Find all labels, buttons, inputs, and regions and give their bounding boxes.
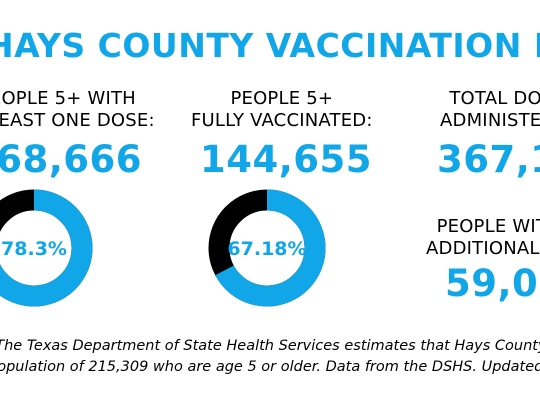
total-doses-label-line2: ADMINISTERED: <box>440 110 540 131</box>
fully-vaccinated-donut: 67.18% <box>208 189 326 307</box>
fully-vaccinated-label: PEOPLE 5+ FULLY VACCINATED: <box>191 88 373 132</box>
fully-vaccinated-value: 144,655 <box>200 138 373 181</box>
footnote-line1: *The Texas Department of State Health Se… <box>0 338 540 354</box>
additional-dose-value: 59,016 <box>445 262 540 305</box>
additional-dose-label: PEOPLE WITH AN ADDITIONAL DOSE: <box>426 216 540 260</box>
one-dose-label-line1: PEOPLE 5+ WITH <box>0 88 136 109</box>
one-dose-percent: 78.3% <box>1 238 67 260</box>
total-doses-value: 367,148 <box>437 138 540 181</box>
additional-dose-label-line1: PEOPLE WITH AN <box>436 216 540 237</box>
total-doses-label-line1: TOTAL DOSES <box>449 88 540 109</box>
one-dose-value: 168,666 <box>0 138 143 181</box>
footnote: *The Texas Department of State Health Se… <box>0 336 540 378</box>
additional-dose-label-line2: ADDITIONAL DOSE: <box>426 238 540 259</box>
fully-vaccinated-label-line2: FULLY VACCINATED: <box>191 110 373 131</box>
page-title: HAYS COUNTY VACCINATION NUMBERS <box>0 26 540 65</box>
one-dose-label-line2: AT LEAST ONE DOSE: <box>0 110 155 131</box>
one-dose-ring-fill <box>0 189 93 307</box>
fully-vaccinated-ring-fill <box>208 189 326 307</box>
footnote-line2: population of 215,309 who are age 5 or o… <box>0 359 540 375</box>
one-dose-label: PEOPLE 5+ WITH AT LEAST ONE DOSE: <box>0 88 155 132</box>
one-dose-donut: 78.3% <box>0 189 93 307</box>
fully-vaccinated-label-line1: PEOPLE 5+ <box>230 88 334 109</box>
total-doses-label: TOTAL DOSES ADMINISTERED: <box>440 88 540 132</box>
fully-vaccinated-percent: 67.18% <box>227 238 306 260</box>
